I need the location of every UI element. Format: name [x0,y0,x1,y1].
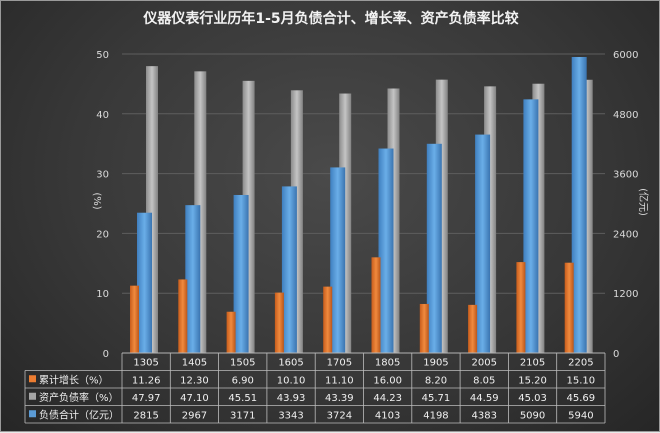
row-asset-liability-ratio-value: 44.59 [470,393,499,404]
bar-cumulative-growth [516,262,526,353]
row-cumulative-growth-value: 10.10 [277,375,306,386]
x-tick-label: 2005 [472,358,497,369]
y-right-tick-label: 2400 [613,229,638,240]
chart-title: 仪器仪表行业历年1-5月负债合计、增长率、资产负债率比较 [142,10,518,27]
bar-total-liabilities [523,99,539,354]
row-cumulative-growth-value: 8.20 [425,375,447,386]
legend-swatch [29,375,36,383]
bar-cumulative-growth [130,285,139,353]
row-cumulative-growth-value: 15.20 [518,375,547,386]
bar-total-liabilities [426,143,442,353]
bar-cumulative-growth [468,304,478,353]
bar-total-liabilities [233,194,249,353]
row-asset-liability-ratio-value: 47.97 [132,393,161,404]
legend-swatch [29,410,36,418]
bar-cumulative-growth [226,311,236,353]
row-cumulative-growth-value: 12.30 [180,375,209,386]
bar-cumulative-growth [371,257,381,353]
x-tick-label: 1805 [375,358,400,369]
bar-total-liabilities [330,167,346,353]
x-tick-label: 1305 [133,358,158,369]
bar-total-liabilities [281,186,297,353]
row-total-liabilities-value: 2815 [133,410,158,421]
y-left-tick-label: 30 [96,170,109,181]
x-tick-label: 1605 [278,358,303,369]
row-total-liabilities-value: 5940 [568,410,593,421]
y-left-tick-label: 0 [103,349,109,360]
bar-cumulative-growth [178,279,188,353]
y-left-tick-label: 40 [96,110,109,121]
x-tick-label: 1505 [230,358,255,369]
bars [122,56,605,354]
row-asset-liability-ratio-value: 47.10 [180,393,209,404]
row-total-liabilities-value: 3724 [327,410,352,421]
y-right-tick-label: 4800 [613,110,638,121]
bar-total-liabilities [571,56,587,354]
legend-swatch [29,392,36,400]
row-cumulative-growth-value: 15.10 [567,375,596,386]
y-left-axis-label: (%) [91,192,102,209]
row-total-liabilities-value: 3171 [230,410,255,421]
y-right-tick-label: 1200 [613,289,638,300]
bar-total-liabilities [378,148,394,353]
bar-total-liabilities [137,212,152,353]
y-right-axis-label: (亿元) [637,188,650,216]
row-asset-liability-ratio-value: 45.69 [567,393,596,404]
bar-cumulative-growth [564,262,574,353]
x-tick-label: 1905 [423,358,448,369]
row-cumulative-growth-value: 8.05 [473,375,495,386]
row-cumulative-growth-value: 16.00 [373,375,402,386]
bar-cumulative-growth [419,303,429,353]
y-left-tick-label: 20 [96,229,109,240]
row-total-liabilities-value: 5090 [520,410,545,421]
row-cumulative-growth-value: 11.10 [325,375,354,386]
legend-label: 资产负债率（%） [39,391,119,404]
data-table: 1305 1405 1505 1605 1705 1805 1905 2005 2105 2205… [24,352,606,424]
row-asset-liability-ratio-value: 43.93 [277,393,306,404]
x-tick-label: 2205 [568,358,593,369]
row-total-liabilities-value: 2967 [182,410,207,421]
x-tick-label: 2105 [520,358,545,369]
x-tick-label: 1705 [327,358,352,369]
gridlines: 0 0 10 1200 20 2400 30 3600 40 4800 50 6000 [96,50,638,360]
x-tick-label: 1405 [182,358,207,369]
row-total-liabilities-value: 4198 [423,410,448,421]
row-asset-liability-ratio-value: 44.23 [373,393,402,404]
row-cumulative-growth-value: 11.26 [132,375,161,386]
row-asset-liability-ratio-value: 45.03 [518,393,547,404]
y-left-tick-label: 50 [96,50,109,61]
row-total-liabilities-value: 4103 [375,410,400,421]
legend-label: 负债合计（亿元） [39,408,119,421]
y-right-tick-label: 3600 [613,170,638,181]
y-left-tick-label: 10 [96,289,109,300]
row-asset-liability-ratio-value: 45.51 [228,393,257,404]
bar-cumulative-growth [323,286,333,353]
bar-total-liabilities [475,134,491,353]
row-asset-liability-ratio-value: 45.71 [422,393,451,404]
row-cumulative-growth-value: 6.90 [232,375,254,386]
legend-label: 累计增长（%） [39,373,109,386]
y-right-tick-label: 6000 [613,50,638,61]
row-asset-liability-ratio-value: 43.39 [325,393,354,404]
row-total-liabilities-value: 4383 [472,410,497,421]
row-total-liabilities-value: 3343 [278,410,303,421]
y-right-tick-label: 0 [613,349,619,360]
bar-total-liabilities [185,205,201,353]
bar-cumulative-growth [274,292,284,353]
